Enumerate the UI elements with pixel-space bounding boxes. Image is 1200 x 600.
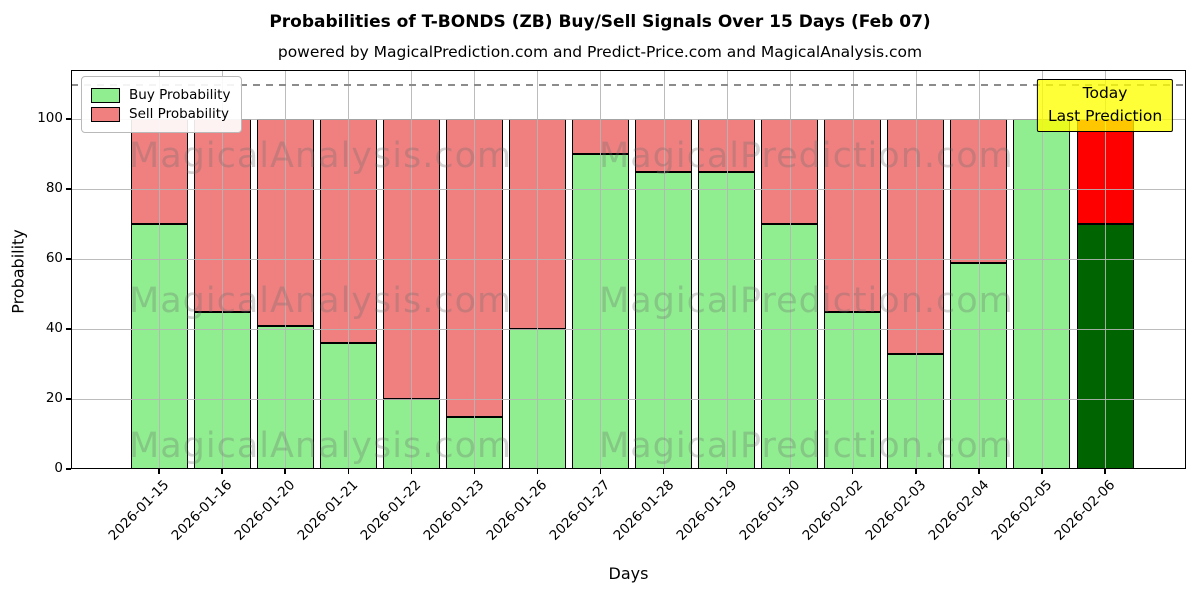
legend-label-buy: Buy Probability [129, 87, 231, 103]
legend-label-sell: Sell Probability [129, 106, 230, 122]
x-tick-mark [410, 469, 412, 474]
plot-area: MagicalAnalysis.com MagicalPrediction.com… [71, 70, 1186, 469]
v-gridline [474, 70, 476, 469]
upper-dashed-line [71, 84, 1186, 86]
legend-item-sell: Sell Probability [91, 106, 230, 122]
v-gridline [1041, 70, 1043, 469]
x-tick-mark [1104, 469, 1106, 474]
x-tick-mark [852, 469, 854, 474]
h-gridline [71, 189, 1186, 190]
x-tick-mark [915, 469, 917, 474]
sell-swatch [91, 106, 120, 122]
today-annotation: Today Last Prediction [1036, 79, 1174, 132]
y-tick-mark [66, 468, 71, 470]
x-tick-mark [725, 469, 728, 474]
x-tick-mark [284, 469, 286, 474]
x-tick-mark [473, 469, 476, 474]
v-gridline [789, 70, 791, 469]
legend: Buy Probability Sell Probability [81, 76, 243, 133]
y-tick-label: 60 [45, 250, 63, 266]
v-gridline [222, 70, 224, 469]
x-tick-mark [221, 469, 223, 474]
v-gridline [348, 70, 350, 469]
h-gridline [71, 399, 1186, 400]
today-annotation-line2: Last Prediction [1047, 107, 1163, 126]
v-gridline [663, 70, 665, 469]
v-gridline [411, 70, 413, 469]
y-tick-label: 100 [37, 110, 63, 126]
chart-title: Probabilities of T-BONDS (ZB) Buy/Sell S… [269, 12, 931, 32]
y-tick-mark [66, 398, 71, 400]
v-gridline [159, 70, 160, 469]
x-tick-mark [1041, 469, 1043, 474]
y-tick-label: 40 [45, 320, 63, 336]
v-gridline [537, 70, 539, 469]
x-tick-mark [158, 469, 160, 474]
v-gridline [852, 70, 854, 469]
h-gridline [71, 329, 1186, 330]
y-tick-mark [66, 258, 71, 260]
legend-item-buy: Buy Probability [91, 87, 230, 103]
v-gridline [285, 70, 287, 469]
x-tick-mark [536, 469, 539, 474]
y-tick-label: 20 [45, 390, 63, 406]
h-gridline [71, 119, 1186, 120]
y-tick-label: 0 [54, 460, 63, 476]
x-tick-mark [599, 469, 602, 474]
x-tick-mark [662, 469, 665, 474]
chart-subtitle: powered by MagicalPrediction.com and Pre… [277, 43, 923, 61]
y-tick-mark [66, 328, 71, 330]
today-annotation-line1: Today [1082, 84, 1128, 102]
y-tick-mark [66, 118, 71, 120]
h-gridline [71, 259, 1186, 260]
v-gridline [726, 70, 728, 469]
v-gridline [1105, 70, 1107, 469]
y-tick-label: 80 [45, 180, 63, 196]
x-tick-mark [347, 469, 349, 474]
x-tick-mark [978, 469, 980, 474]
v-gridline [978, 70, 980, 469]
y-tick-mark [66, 188, 71, 190]
v-gridline [600, 70, 602, 469]
x-axis-label: Days [608, 564, 649, 583]
v-gridline [915, 70, 917, 469]
x-tick-mark [789, 469, 791, 474]
buy-swatch [91, 87, 120, 103]
